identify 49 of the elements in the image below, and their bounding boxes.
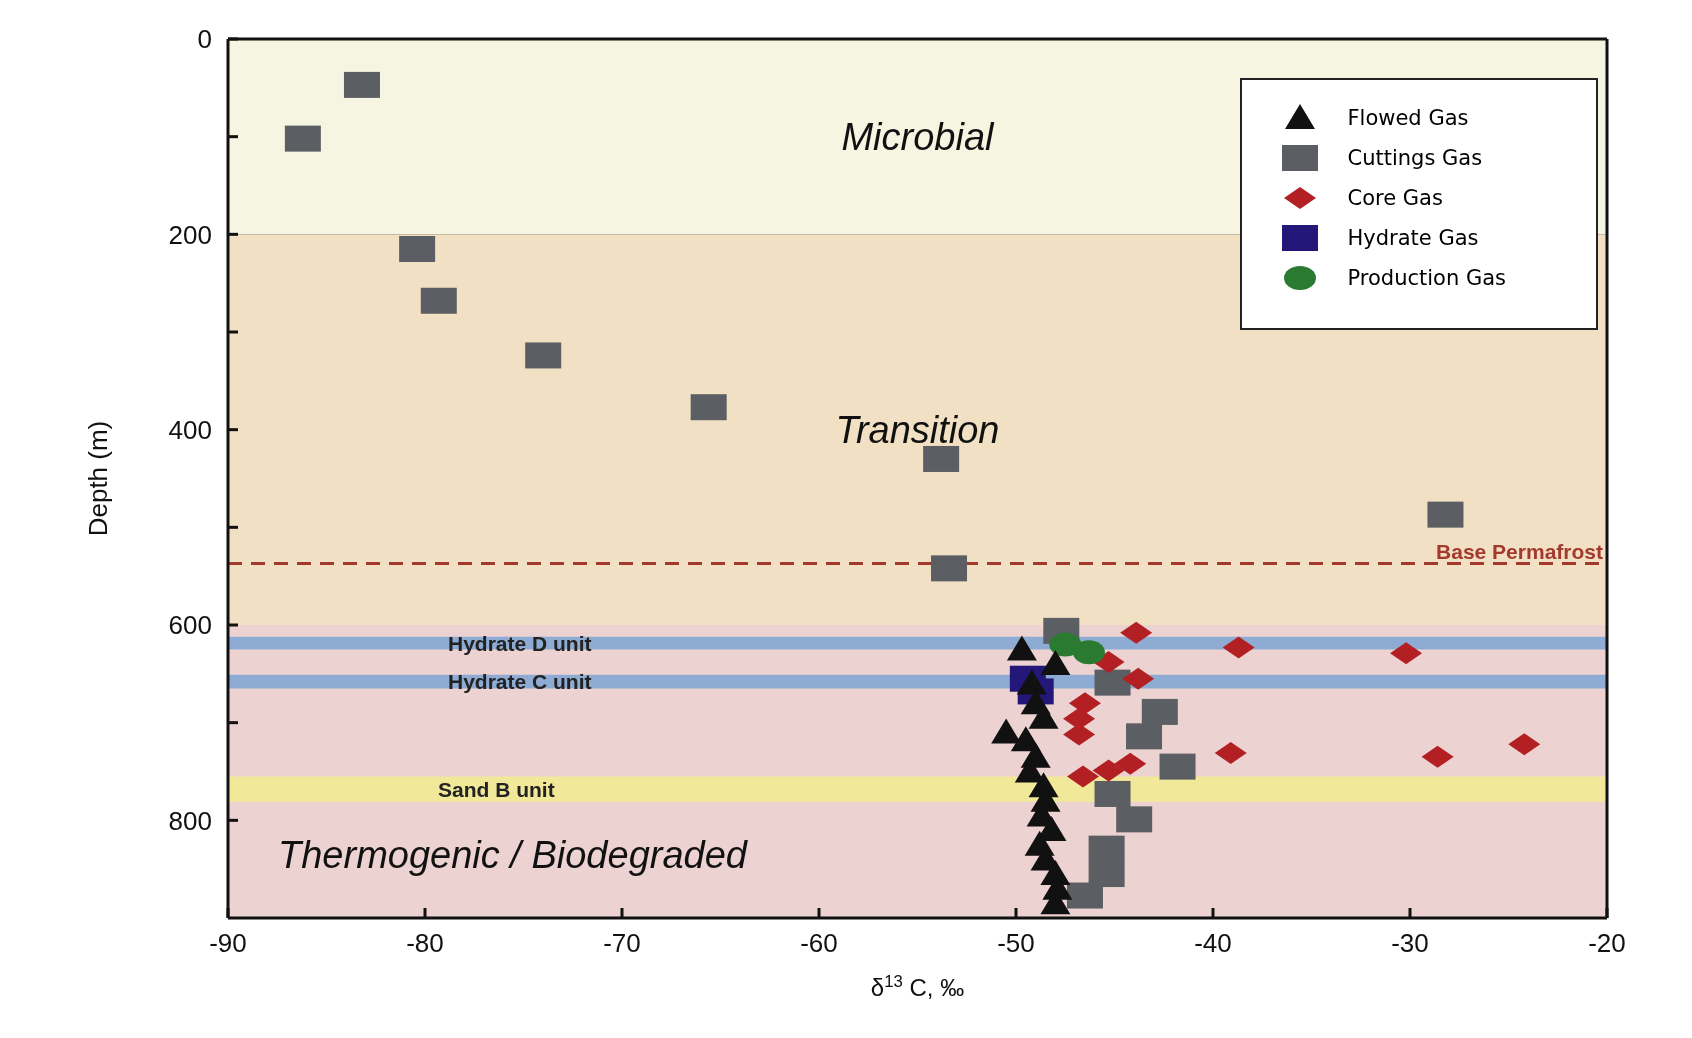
point	[399, 235, 436, 262]
point	[1126, 723, 1163, 750]
point	[923, 445, 960, 472]
point	[1427, 501, 1464, 528]
x-tick-label: -90	[209, 928, 247, 959]
y-tick-label: 400	[168, 414, 212, 445]
point	[1094, 780, 1131, 807]
point	[1141, 698, 1178, 725]
point	[1006, 635, 1037, 661]
point	[1088, 861, 1125, 888]
legend-label: Flowed Gas	[1347, 106, 1469, 130]
x-tick-label: -40	[1194, 928, 1232, 959]
y-tick-label: 0	[197, 24, 212, 55]
y-tick-label: 200	[168, 219, 212, 250]
x-tick-label: -70	[603, 928, 641, 959]
point	[1066, 882, 1103, 909]
x-axis-title: δ$^{13}$C, ‰	[870, 971, 965, 1001]
point	[1016, 669, 1047, 695]
y-tick-label: 600	[168, 610, 212, 641]
legend-label: Core Gas	[1347, 186, 1443, 210]
band-label: Hydrate D unit	[448, 631, 592, 655]
legend-label: Production Gas	[1347, 266, 1506, 290]
point	[1040, 650, 1071, 676]
ref-line-label: Base Permafrost	[1436, 540, 1603, 564]
point	[1072, 640, 1105, 665]
band-label: Microbial	[841, 116, 996, 159]
point	[284, 125, 321, 152]
point	[1088, 835, 1125, 862]
point	[1094, 669, 1131, 696]
point	[1116, 806, 1153, 833]
x-tick-label: -60	[800, 928, 838, 959]
y-axis-title: Depth (m)	[83, 420, 114, 537]
x-tick-label: -20	[1588, 928, 1626, 959]
point	[343, 71, 380, 98]
band-label: Sand B unit	[438, 777, 555, 801]
band-label: Hydrate C unit	[448, 670, 592, 694]
point	[1159, 753, 1196, 780]
band-label: Thermogenic / Biodegraded	[278, 834, 749, 876]
x-tick-label: -50	[997, 928, 1035, 959]
y-tick-label: 800	[168, 805, 212, 836]
band-label: Transition	[835, 409, 1000, 452]
point	[931, 555, 968, 582]
point	[525, 342, 562, 369]
point	[420, 287, 457, 314]
legend-label: Cuttings Gas	[1347, 146, 1483, 170]
point	[690, 394, 727, 421]
x-tick-label: -30	[1391, 928, 1429, 959]
legend-label: Hydrate Gas	[1347, 226, 1479, 250]
x-tick-label: -80	[406, 928, 444, 959]
